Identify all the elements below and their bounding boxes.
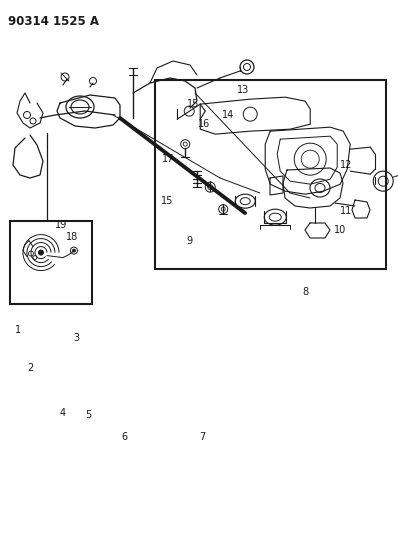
Text: 19: 19 [55, 220, 67, 230]
Text: 17: 17 [162, 154, 175, 164]
Text: 8: 8 [302, 287, 308, 297]
Text: 12: 12 [340, 160, 353, 170]
Ellipse shape [72, 249, 76, 252]
Text: 16: 16 [198, 119, 210, 128]
Text: 1: 1 [15, 326, 21, 335]
Text: 6: 6 [121, 432, 127, 442]
Text: 9: 9 [186, 236, 192, 246]
Text: 90314 1525 A: 90314 1525 A [8, 15, 99, 28]
Ellipse shape [39, 250, 43, 255]
Text: 18: 18 [66, 232, 78, 242]
Text: 15: 15 [187, 100, 199, 109]
Text: 3: 3 [74, 334, 80, 343]
Text: 2: 2 [27, 363, 33, 373]
Bar [155, 80, 386, 269]
Text: 15: 15 [161, 197, 174, 206]
Text: 7: 7 [199, 432, 205, 442]
Text: 13: 13 [237, 85, 249, 94]
Text: 10: 10 [334, 225, 347, 235]
Bar [10, 221, 92, 304]
Text: 5: 5 [85, 410, 91, 419]
Text: 11: 11 [340, 206, 353, 215]
Text: 14: 14 [222, 110, 234, 119]
Text: 4: 4 [60, 408, 66, 418]
